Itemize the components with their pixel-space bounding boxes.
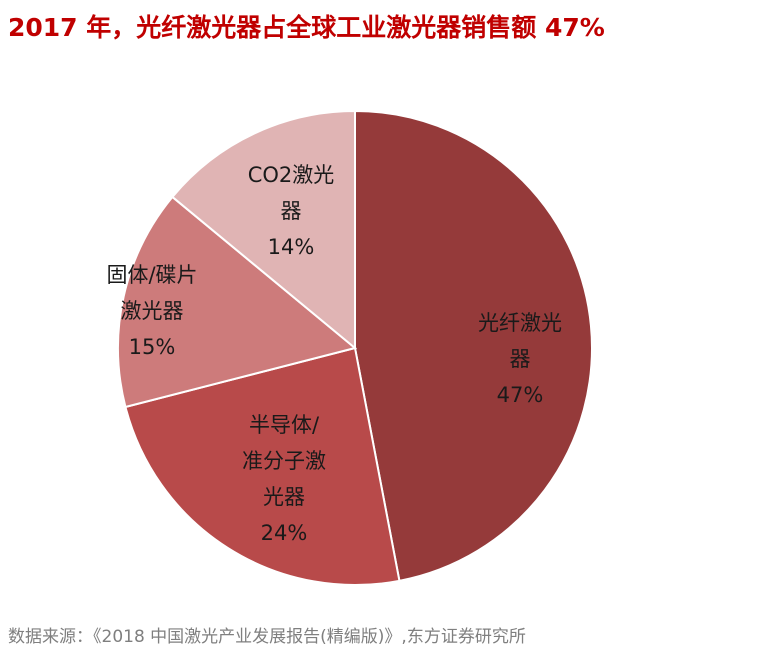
slice-name-line: 固体/碟片 [106,263,197,287]
pie-slice-2 [124,346,401,586]
slice-value-label: 24% [261,521,308,545]
slice-name-line: 光器 [263,485,305,509]
slice-name-line: 器 [510,347,531,371]
slice-name-line: 准分子激 [242,449,326,473]
slice-value-label: 15% [129,335,176,359]
slice-label-1: 光纤激光器 47% [478,311,562,407]
slice-label-2: 半导体/准分子激光器 24% [242,413,326,545]
slice-name-line: 器 [281,199,302,223]
slice-value-label: 47% [497,383,544,407]
pie-slice-1 [354,109,593,582]
data-source-note: 数据来源：《2018 中国激光产业发展报告(精编版)》,东方证券研究所 [8,627,526,647]
slice-name-line: 光纤激光 [478,311,562,335]
slice-value-label: 14% [268,235,315,259]
slice-label-3: 固体/碟片激光器 15% [106,263,197,359]
slice-label-4: CO2激光器 14% [248,163,335,259]
pie-slice-3 [117,195,358,409]
pie-slice-4 [170,109,356,351]
slice-name-line: 激光器 [121,299,184,323]
slice-name-line: CO2激光 [248,163,335,187]
slice-name-line: 半导体/ [249,413,320,437]
chart-title: 2017 年，光纤激光器占全球工业激光器销售额 47% [8,13,605,42]
